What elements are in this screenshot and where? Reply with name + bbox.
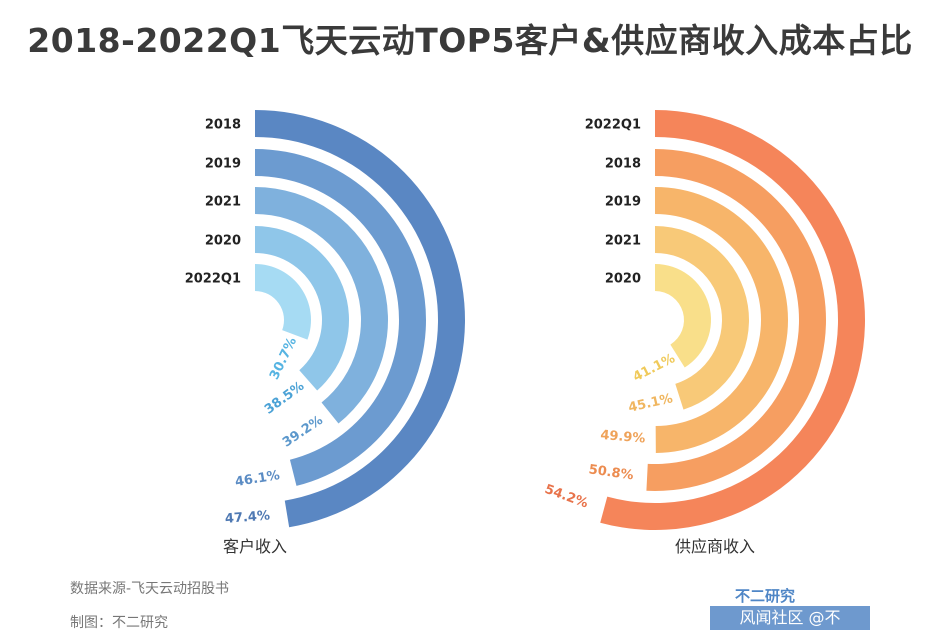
category-label: 2021 (205, 195, 241, 210)
series-caption: 供应商收入 (675, 537, 755, 556)
value-label: 41.1% (631, 351, 678, 385)
category-label: 2019 (605, 195, 641, 210)
value-label: 39.2% (280, 413, 326, 451)
value-label: 47.4% (224, 508, 270, 526)
radial-bar-2019 (655, 187, 789, 453)
value-label: 38.5% (262, 379, 307, 418)
category-label: 2022Q1 (585, 118, 641, 133)
data-source-note: 数据来源-飞天云动招股书 (70, 581, 230, 597)
value-label: 54.2% (542, 482, 590, 512)
category-label: 2019 (205, 157, 241, 172)
value-label: 50.8% (588, 462, 635, 483)
radial-chart-1: 2018 47.4% 2019 46.1% 2021 39.2% 2020 38.5% 2022… (185, 110, 465, 556)
value-label: 45.1% (627, 391, 674, 416)
radial-bar-2020 (255, 226, 349, 391)
value-label: 30.7% (267, 335, 300, 382)
forum-watermark: 风闻社区 @不 (710, 606, 870, 630)
radial-chart-2: 2022Q1 54.2% 2018 50.8% 2019 49.9% 2021 45.1% 20… (542, 110, 865, 556)
radial-bar-2021 (655, 226, 749, 410)
category-label: 2020 (605, 272, 641, 287)
category-label: 2022Q1 (185, 272, 241, 287)
radial-bar-2019 (255, 149, 427, 486)
category-label: 2018 (205, 118, 241, 133)
brand-watermark: 不二研究 (735, 587, 796, 605)
category-label: 2021 (605, 234, 641, 249)
chart-title: 2018-2022Q1飞天云动TOP5客户&供应商收入成本占比 (27, 21, 913, 60)
value-label: 46.1% (234, 468, 281, 490)
radial-bar-2018 (646, 149, 826, 491)
category-label: 2020 (205, 234, 241, 249)
radial-bar-2022Q1 (255, 264, 311, 340)
series-caption: 客户收入 (223, 537, 287, 556)
radial-bar-2020 (655, 264, 712, 368)
category-label: 2018 (605, 157, 641, 172)
radial-bar-2021 (255, 187, 389, 424)
radial-bar-2018 (255, 110, 465, 528)
chart-maker-note: 制图：不二研究 (70, 615, 168, 631)
value-label: 49.9% (600, 428, 646, 447)
